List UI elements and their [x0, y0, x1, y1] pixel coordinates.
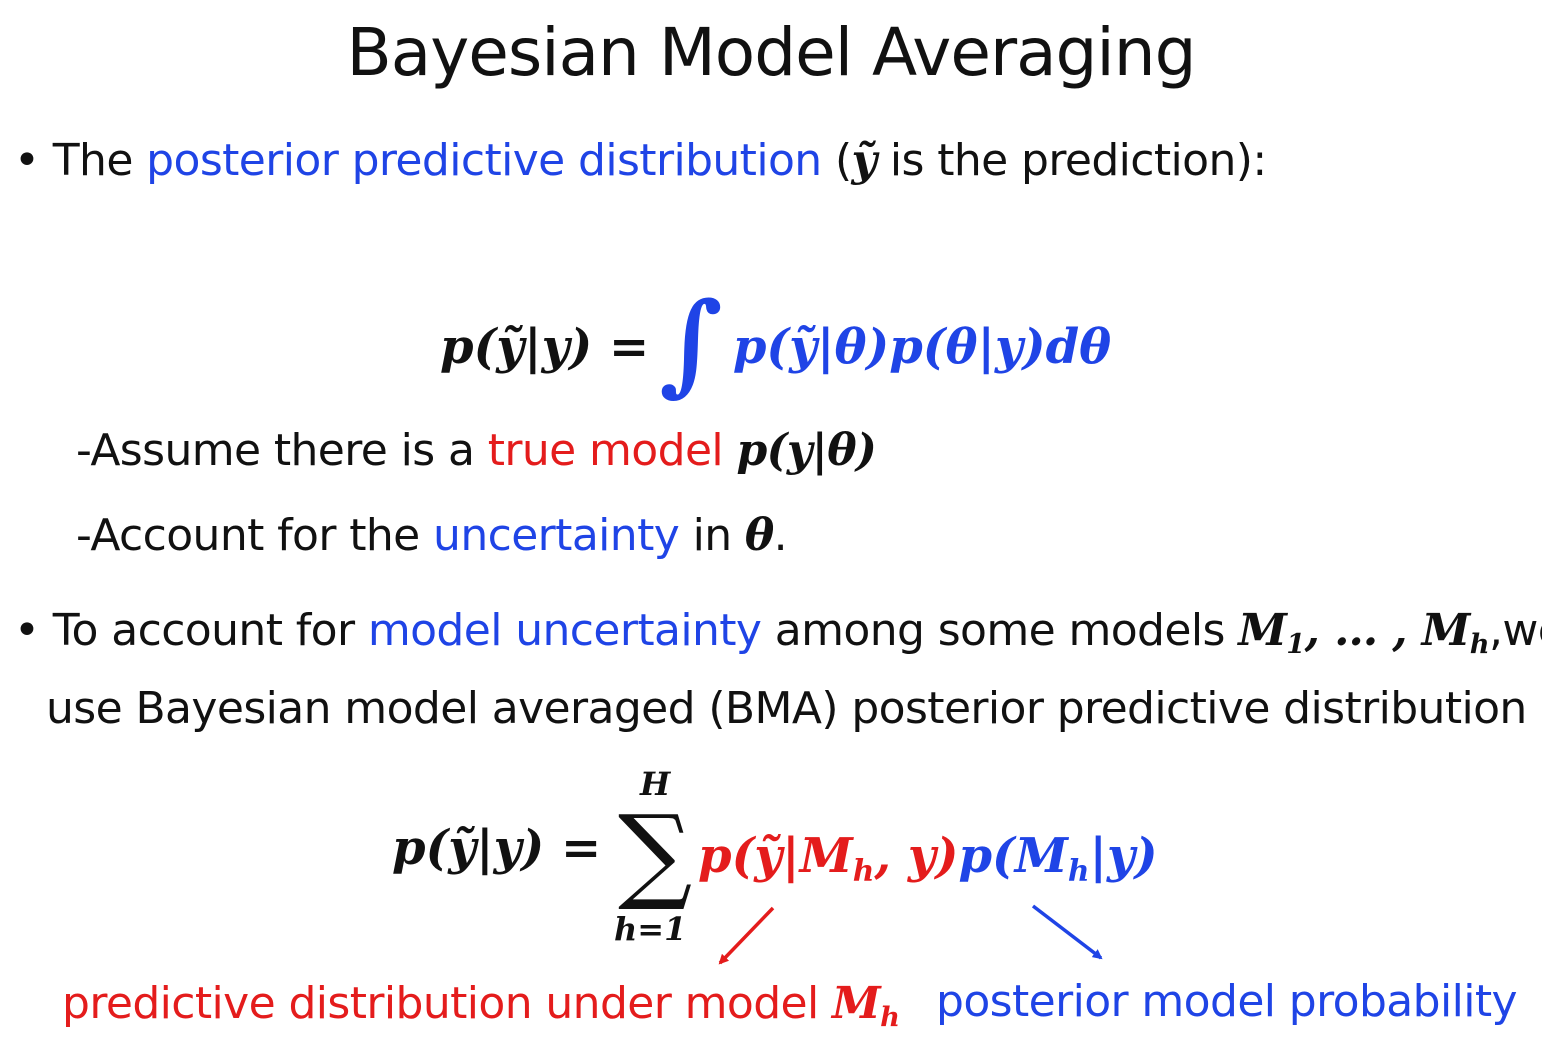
sub2-middle: in: [679, 510, 745, 561]
eq1-rhs: p(ỹ|θ)p(θ|y)dθ: [732, 319, 1112, 375]
sub1-before: Assume there is a: [90, 425, 488, 476]
bullet2-end: ,we: [1489, 605, 1542, 656]
sum-lower-limit: h=1: [614, 910, 687, 948]
dash: -: [76, 425, 91, 476]
bullet-model-uncertainty: • To account for model uncertainty among…: [14, 605, 1542, 660]
bullet2-middle: among some models: [761, 605, 1239, 656]
bullet-dot: •: [14, 605, 40, 656]
slide-title: Bayesian Model Averaging: [346, 14, 1197, 91]
theta-symbol: θ: [744, 510, 774, 561]
dash: -: [76, 510, 91, 561]
bullet1-paren-open: (: [821, 135, 852, 186]
label-mh: Mh: [832, 978, 900, 1034]
bullet1-text-before: The: [52, 135, 147, 186]
true-model-formula: p(y|θ): [736, 425, 877, 476]
red-arrow: [718, 906, 775, 965]
posterior-model-prob-term: p(Mh|y): [958, 828, 1158, 889]
predictive-under-model-term: p(ỹ|Mh, y): [698, 828, 959, 889]
posterior-model-probability-label: posterior model probability: [936, 976, 1518, 1027]
eq1-lhs: p(ỹ|y) =: [440, 319, 650, 375]
eq2-lhs: p(ỹ|y) =: [392, 820, 602, 876]
bullet2-line2-after: posterior predictive distribution: [837, 683, 1527, 734]
true-model-term: true model: [487, 425, 724, 476]
model-dots: , … ,: [1304, 605, 1422, 656]
equation-posterior-predictive: p(ỹ|y) =∫ p(ỹ|θ)p(θ|y)dθ: [440, 260, 1112, 407]
predictive-distribution-label: predictive distribution under model Mh: [62, 978, 900, 1034]
sub-item-uncertainty: -Account for the uncertainty in θ.: [76, 510, 788, 561]
bullet-model-uncertainty-line2: use Bayesian model averaged (BMA) poster…: [46, 683, 1527, 734]
bullet-dot: •: [14, 135, 40, 186]
bullet2-line2-before: use: [46, 683, 136, 734]
sub2-end: .: [773, 510, 788, 561]
sum-upper-limit: H: [640, 765, 671, 803]
y-tilde-symbol: ỹ: [851, 135, 878, 186]
uncertainty-term: uncertainty: [433, 510, 680, 561]
posterior-predictive-term: posterior predictive distribution: [146, 135, 822, 186]
model-m1: M1: [1238, 605, 1305, 661]
bullet-posterior-predictive: • The posterior predictive distribution …: [14, 135, 1267, 186]
sub2-before: Account for the: [90, 510, 434, 561]
integral-symbol: ∫: [659, 278, 723, 407]
blue-arrow: [1031, 904, 1103, 960]
bullet1-text-after: is the prediction):: [876, 135, 1267, 186]
eq2-rhs: p(ỹ|Mh, y)p(Mh|y): [698, 828, 1158, 889]
model-mh: Mh: [1421, 605, 1490, 661]
sub-item-true-model: -Assume there is a true model p(y|θ): [76, 425, 877, 476]
model-uncertainty-term: model uncertainty: [367, 605, 762, 656]
summation-symbol: ∑: [618, 792, 693, 914]
bma-term: Bayesian model averaged (BMA): [135, 683, 838, 734]
bullet2-before: To account for: [52, 605, 368, 656]
